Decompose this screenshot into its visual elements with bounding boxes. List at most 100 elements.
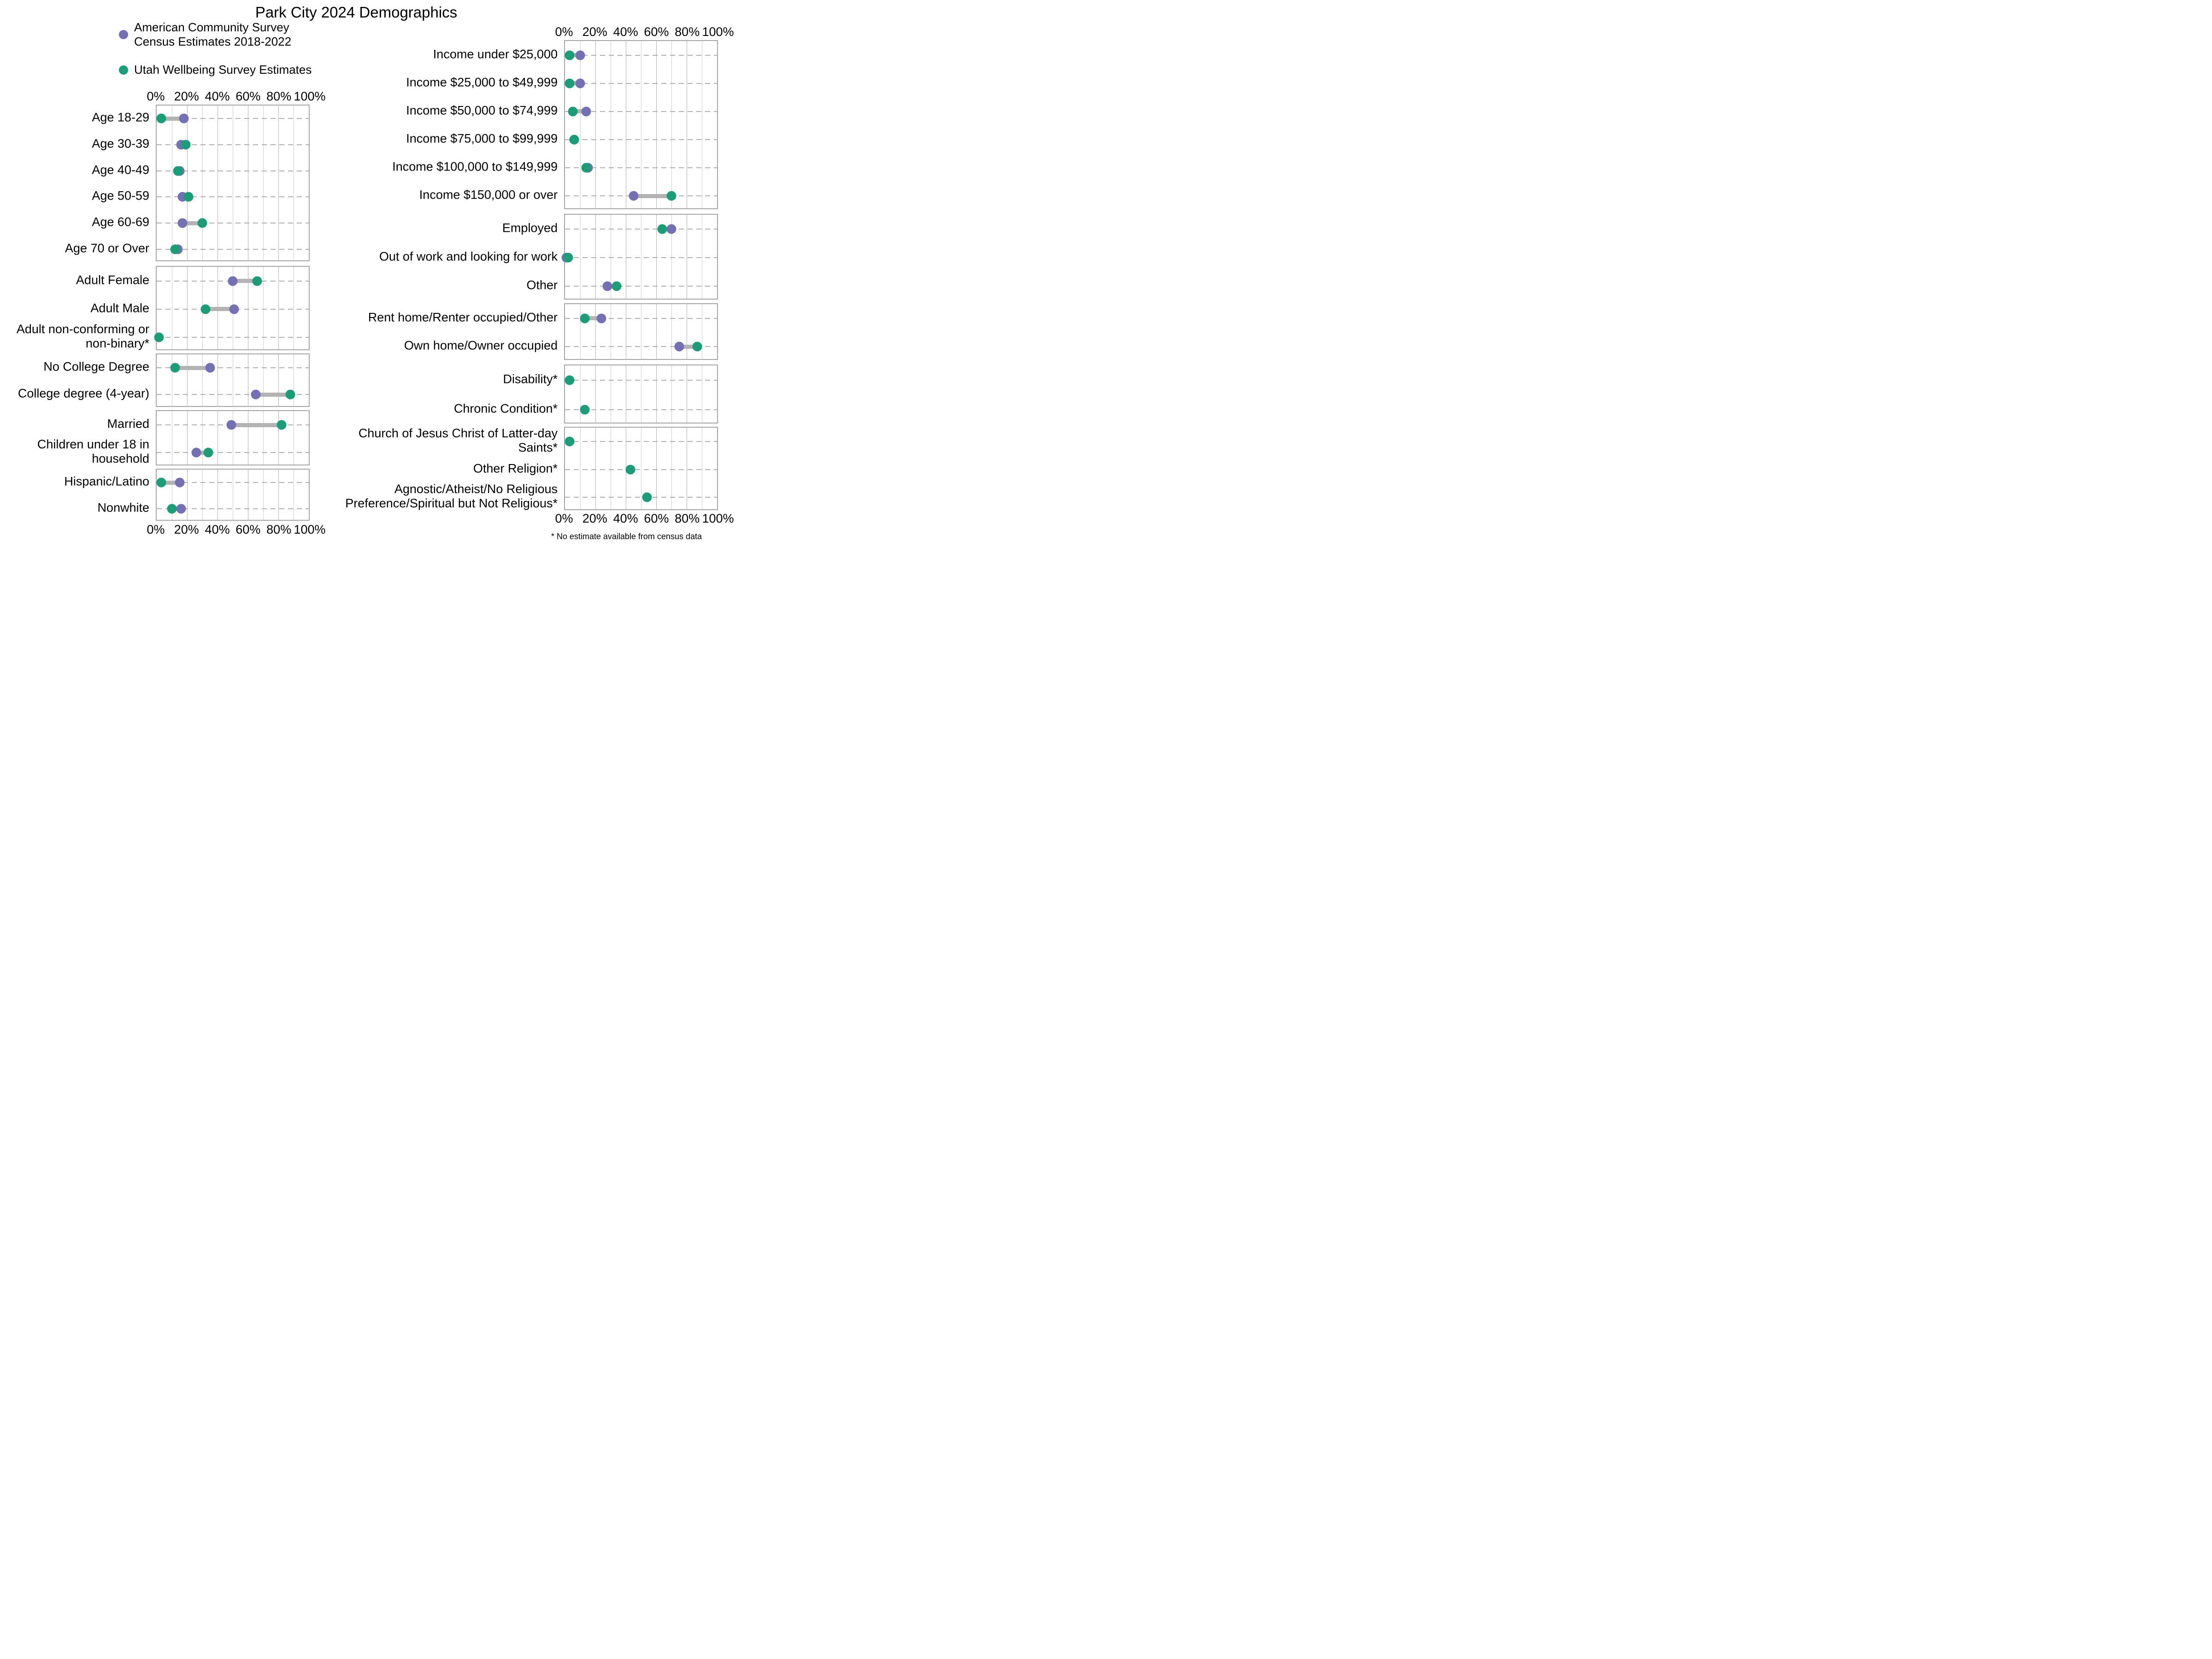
acs-dot: [229, 304, 239, 314]
uws-dot: [197, 218, 207, 228]
tick-label: 40%: [613, 512, 638, 525]
connector: [233, 279, 257, 283]
education-panel: [156, 353, 310, 407]
uws-dot: [181, 140, 191, 150]
tick-label: 40%: [613, 25, 638, 39]
row-label: Disability*: [503, 372, 558, 386]
uws-dot: [183, 192, 194, 202]
uws-dot: [581, 163, 591, 173]
row-guide: [565, 111, 717, 112]
row-label: Nonwhite: [97, 500, 149, 515]
gridline: [671, 41, 672, 208]
gridline: [278, 267, 279, 349]
uws-dot: [170, 363, 180, 373]
gridline: [202, 354, 203, 406]
gridline: [278, 106, 279, 260]
row-guide: [157, 118, 309, 119]
acs-dot: [575, 50, 585, 60]
race-ethnicity-panel: [156, 469, 310, 521]
tick-label: 40%: [205, 523, 230, 536]
tick-label: 80%: [675, 512, 700, 525]
figure: Park City 2024 Demographics American Com…: [0, 0, 737, 553]
row-label: Age 40-49: [92, 163, 149, 177]
tick-label: 100%: [294, 523, 326, 536]
row-guide: [565, 257, 717, 258]
uws-dot: [565, 50, 575, 60]
gridline: [671, 428, 672, 509]
row-guide: [565, 318, 717, 319]
row-guide: [565, 469, 717, 470]
acs-dot: [251, 389, 260, 400]
row-guide: [157, 508, 309, 509]
acs-dot: [629, 191, 638, 201]
gridline: [263, 411, 264, 465]
uws-dot: [657, 224, 667, 234]
health-panel: [564, 365, 718, 424]
acs-dot: [581, 106, 591, 117]
acs-dot: [179, 113, 189, 124]
row-guide: [157, 367, 309, 368]
gridline: [187, 411, 188, 465]
legend-item-acs: American Community Survey Census Estimat…: [119, 20, 291, 49]
connector: [175, 365, 210, 370]
row-guide: [565, 346, 717, 347]
tick-label: 20%: [582, 512, 607, 525]
connector: [569, 81, 580, 86]
tick-label: 20%: [174, 89, 199, 103]
gridline: [202, 411, 203, 465]
row-guide: [157, 336, 309, 338]
tick-label: 60%: [644, 512, 669, 525]
gridline: [202, 106, 203, 260]
tick-label: 100%: [294, 89, 326, 103]
uws-legend-label: Utah Wellbeing Survey Estimates: [134, 63, 312, 76]
uws-dot: [565, 375, 575, 385]
row-label: No College Degree: [43, 359, 149, 374]
row-label: Hispanic/Latino: [64, 474, 149, 488]
gridline: [263, 106, 264, 260]
gridline: [278, 354, 279, 406]
row-guide: [157, 482, 309, 483]
row-label: Employed: [502, 221, 558, 235]
row-label: Age 30-39: [92, 136, 149, 151]
gridline: [595, 304, 596, 359]
tick-label: 100%: [702, 25, 734, 39]
connector: [584, 316, 602, 321]
row-label: Other: [526, 278, 558, 292]
connector: [205, 307, 235, 311]
gender-panel: [154, 266, 310, 350]
religion-panel: [564, 427, 718, 510]
connector: [196, 450, 209, 455]
gridline: [671, 365, 672, 423]
uws-dot: [569, 135, 579, 145]
uws-dot: [568, 106, 577, 117]
uws-dot: [565, 78, 575, 88]
gridline: [595, 365, 596, 423]
tick-label: 60%: [644, 25, 669, 39]
tick-label: 0%: [555, 25, 573, 39]
gridline: [580, 428, 581, 509]
gridline: [278, 411, 279, 465]
uws-dot: [156, 113, 166, 124]
gridline: [187, 106, 188, 260]
employment-panel: [561, 214, 718, 300]
row-label: Other Religion*: [473, 461, 558, 475]
row-label: Adult Male: [90, 301, 149, 315]
connector: [679, 344, 698, 349]
uws-dot: [285, 389, 295, 400]
uws-dot: [156, 477, 166, 488]
tick-label: 20%: [174, 523, 199, 536]
row-guide: [157, 196, 309, 198]
connector: [569, 53, 580, 58]
uws-legend-dot: [119, 65, 128, 75]
gridline: [656, 41, 657, 208]
age-panel: [156, 105, 310, 261]
row-label: Age 60-69: [92, 215, 149, 229]
chart-title: Park City 2024 Demographics: [255, 4, 458, 21]
row-guide: [565, 496, 717, 498]
tick-label: 0%: [555, 512, 573, 525]
tick-label: 80%: [266, 523, 292, 536]
row-label: Church of Jesus Christ of Latter-day Sai…: [358, 426, 558, 455]
tick-label: 100%: [702, 512, 734, 525]
row-label: Income $75,000 to $99,999: [406, 131, 558, 146]
uws-dot: [563, 253, 573, 263]
